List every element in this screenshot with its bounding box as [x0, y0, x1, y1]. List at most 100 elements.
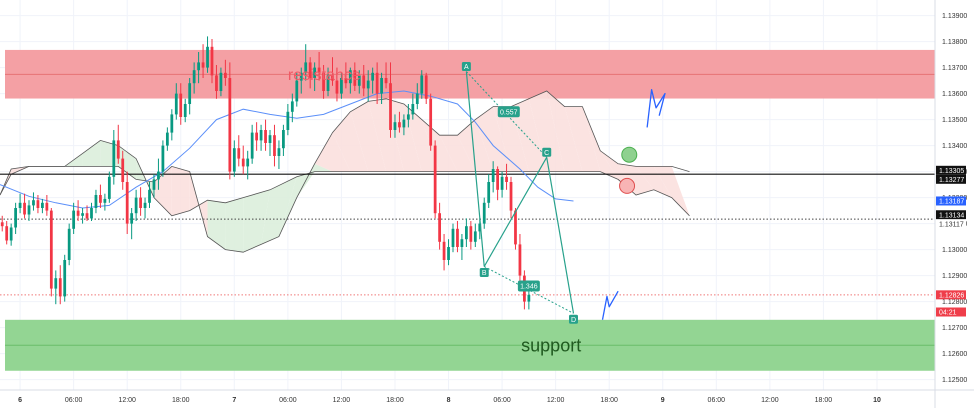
harmonic-pattern: 0.557 1.346 A B C D — [461, 62, 578, 324]
candle-body — [206, 46, 209, 68]
candle — [179, 83, 183, 125]
candle-body — [411, 104, 415, 115]
candle — [371, 67, 375, 94]
candle — [290, 93, 294, 123]
candle-body — [384, 78, 388, 84]
candle — [362, 65, 366, 97]
candle — [14, 202, 18, 234]
candle-body — [420, 75, 424, 94]
candle — [130, 208, 134, 240]
candle-body — [496, 169, 500, 190]
x-tick-label: 18:00 — [815, 397, 833, 404]
candle-body — [451, 228, 455, 247]
candle-body — [14, 208, 18, 228]
candle-body — [130, 213, 134, 224]
candle-body — [335, 80, 339, 94]
candle — [308, 57, 312, 89]
price-tag-bg — [936, 210, 966, 220]
x-tick-label: 18:00 — [386, 397, 404, 404]
candle-body — [447, 247, 450, 260]
candle — [5, 221, 9, 245]
candle — [411, 93, 415, 120]
price-tag: 1.13117 — [936, 219, 966, 229]
candle — [353, 62, 357, 91]
candle-body — [210, 46, 214, 76]
cloud-segment — [350, 101, 387, 172]
candle-body — [99, 195, 102, 203]
ichimoku-cloud — [0, 90, 690, 253]
candle-body — [487, 182, 491, 203]
candle — [518, 234, 522, 281]
candle — [201, 44, 205, 78]
candle-body — [514, 210, 517, 245]
cloud-segment — [296, 163, 333, 198]
candle — [317, 52, 321, 81]
candle-body — [246, 158, 250, 167]
candle — [326, 67, 330, 97]
candle-body — [509, 182, 513, 211]
y-tick-label: 1.12900 — [942, 273, 967, 280]
point-label: B — [482, 270, 487, 277]
candle — [415, 83, 419, 110]
x-tick-label: 18:00 — [600, 397, 618, 404]
candle — [36, 195, 40, 214]
candle-body — [438, 213, 441, 242]
candle — [121, 150, 125, 190]
harmonic-point-d: D — [568, 314, 578, 324]
candle-body — [188, 83, 192, 104]
price-tag-bg — [936, 165, 966, 175]
harmonic-leg — [483, 157, 548, 267]
candle — [398, 111, 401, 133]
point-badge — [479, 268, 489, 277]
candle-body — [223, 72, 227, 78]
candle — [9, 223, 13, 246]
candle-body — [393, 122, 397, 130]
price-tag-text: 04:21 — [939, 310, 957, 317]
candle-body — [380, 78, 383, 94]
candle-body — [273, 135, 276, 156]
y-tick-label: 1.13400 — [942, 143, 967, 150]
candle-body — [424, 75, 428, 99]
x-tick-label: 06:00 — [279, 397, 297, 404]
candle — [241, 145, 245, 175]
candle — [183, 98, 187, 123]
cloud-segment — [528, 91, 565, 172]
candle-body — [116, 140, 120, 159]
candle-body — [456, 228, 459, 247]
harmonic-leg — [546, 157, 575, 314]
candle-body — [326, 75, 330, 91]
candle — [170, 109, 174, 141]
candle — [375, 62, 379, 104]
candle — [90, 202, 93, 221]
cloud-segment — [82, 140, 101, 167]
price-tag: 1.13277 — [936, 174, 966, 184]
candle — [49, 208, 53, 297]
candle — [456, 221, 459, 253]
cloud-segment — [368, 98, 404, 172]
candle-body — [500, 176, 504, 190]
price-tags: 1.13305 1.13277 1.13187 1.13134 1.13117 1.128… — [936, 165, 966, 317]
price-tag-bg — [936, 174, 966, 184]
candle — [304, 44, 308, 81]
harmonic-ratio-label: 1.346 — [517, 280, 540, 292]
candle — [331, 57, 334, 86]
candle — [143, 197, 147, 219]
cloud-segment — [618, 163, 654, 195]
candle — [496, 166, 500, 201]
zigzag-arrow-bottom — [601, 290, 619, 320]
harmonic-point-b: B — [479, 268, 489, 277]
candle-body — [0, 222, 4, 227]
candle-body — [143, 202, 147, 208]
candle — [335, 67, 339, 102]
candle — [380, 72, 383, 104]
candle — [139, 187, 142, 216]
candle-body — [67, 228, 71, 260]
resistance-label: resistance — [288, 67, 361, 84]
candle — [152, 174, 156, 198]
y-tick-label: 1.12700 — [942, 325, 967, 332]
candle-body — [45, 202, 49, 211]
candle — [165, 127, 169, 151]
price-tag-text: 1.13277 — [939, 177, 964, 184]
candle — [161, 140, 165, 177]
candle — [103, 193, 107, 211]
